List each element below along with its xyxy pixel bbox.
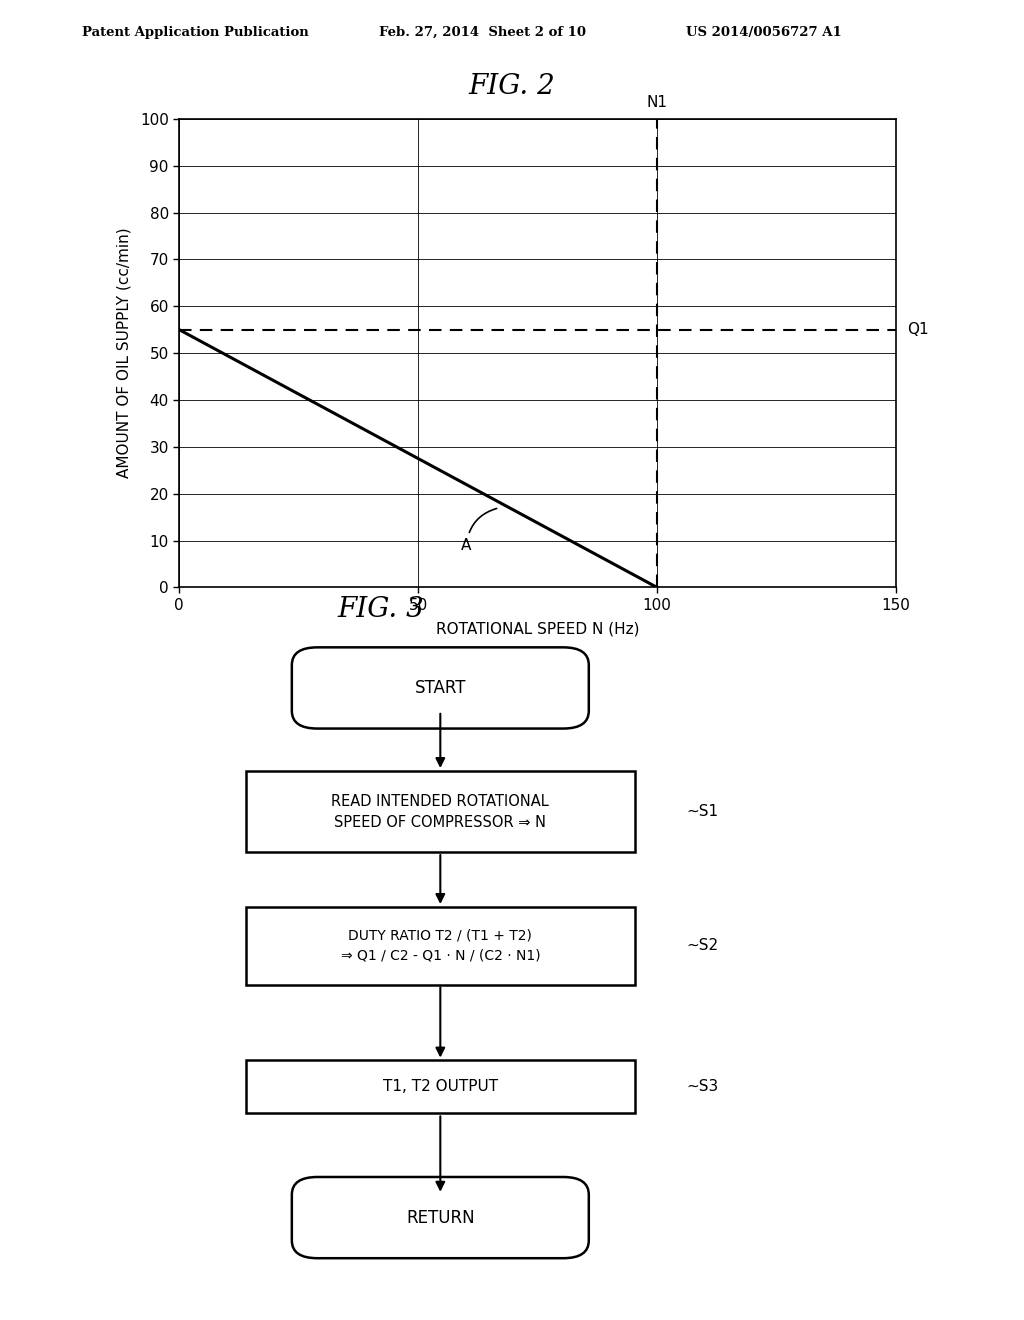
Text: START: START [415, 678, 466, 697]
Bar [246, 1060, 635, 1114]
Text: Q1: Q1 [907, 322, 929, 337]
Text: A: A [461, 508, 497, 553]
Bar [246, 907, 635, 985]
FancyBboxPatch shape [292, 1177, 589, 1258]
X-axis label: ROTATIONAL SPEED N (Hz): ROTATIONAL SPEED N (Hz) [436, 622, 639, 636]
FancyBboxPatch shape [292, 647, 589, 729]
Text: ∼S3: ∼S3 [686, 1080, 718, 1094]
Text: RETURN: RETURN [406, 1209, 475, 1226]
Text: READ INTENDED ROTATIONAL
SPEED OF COMPRESSOR ⇒ N: READ INTENDED ROTATIONAL SPEED OF COMPRE… [332, 793, 549, 829]
Text: ∼S2: ∼S2 [686, 939, 718, 953]
Text: T1, T2 OUTPUT: T1, T2 OUTPUT [383, 1080, 498, 1094]
Bar [246, 771, 635, 853]
Text: Patent Application Publication: Patent Application Publication [82, 25, 308, 38]
Text: N1: N1 [646, 95, 668, 111]
Text: US 2014/0056727 A1: US 2014/0056727 A1 [686, 25, 842, 38]
Text: FIG. 3: FIG. 3 [338, 597, 425, 623]
Text: DUTY RATIO T2 / (T1 + T2)
⇒ Q1 / C2 - Q1 · N / (C2 · N1): DUTY RATIO T2 / (T1 + T2) ⇒ Q1 / C2 - Q1… [341, 929, 540, 962]
Text: FIG. 2: FIG. 2 [469, 74, 555, 100]
Text: Feb. 27, 2014  Sheet 2 of 10: Feb. 27, 2014 Sheet 2 of 10 [379, 25, 586, 38]
Text: ∼S1: ∼S1 [686, 804, 718, 818]
Y-axis label: AMOUNT OF OIL SUPPLY (cc/min): AMOUNT OF OIL SUPPLY (cc/min) [117, 228, 131, 478]
